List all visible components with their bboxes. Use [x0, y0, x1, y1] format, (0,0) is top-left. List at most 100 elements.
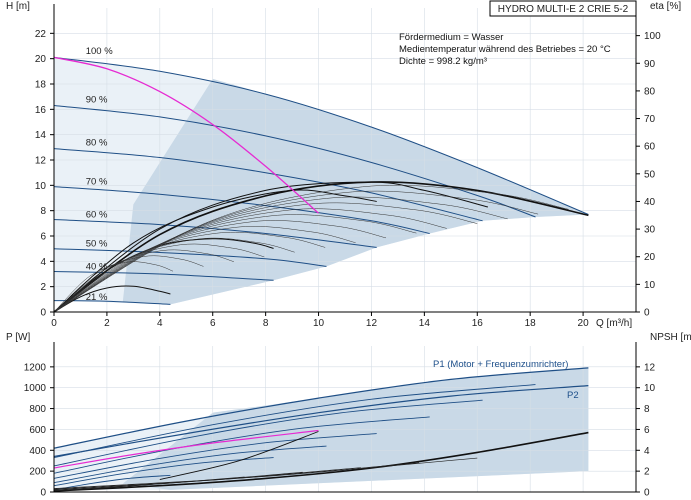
eta-fan-curve	[53, 214, 417, 313]
h-tick-label: 10	[35, 181, 47, 192]
speed-label-7: 21 %	[86, 292, 108, 303]
q-tick-label: 16	[472, 318, 484, 329]
bottom-axes: 0 200 400 600 800 1000 1200 0 2 4 6 8 10 12	[24, 342, 656, 499]
eta-tick-label: 50	[644, 169, 656, 180]
max-power-curve	[53, 56, 319, 214]
speed-curve-3	[53, 186, 430, 234]
npsh-fan-curve	[53, 457, 478, 489]
eta-axis-label: eta [%]	[650, 1, 681, 12]
p-tick-label: 400	[29, 446, 46, 457]
eta-tick-label: 80	[644, 86, 656, 97]
eta-curve-3	[53, 181, 489, 313]
p-tick-label: 600	[29, 425, 46, 436]
eta-fan-curve	[53, 243, 265, 313]
power-curve-4	[53, 445, 327, 484]
h-axis-label: H [m]	[6, 1, 30, 12]
speed-label-0: 100 %	[86, 46, 113, 57]
npsh-tick-label: 6	[644, 425, 650, 436]
p-tick-label: 200	[29, 467, 46, 478]
info-medium: Fördermedium = Wasser	[399, 32, 503, 43]
top-axes: 0246810121416182022010203040506070809010…	[35, 4, 661, 329]
eta-tick-label: 70	[644, 114, 656, 125]
p-tick-label: 1000	[24, 383, 47, 394]
eta-fan-curve	[53, 231, 326, 313]
speed-curve-7	[53, 300, 171, 305]
eta-fan-curve	[53, 184, 569, 313]
h-tick-label: 8	[40, 206, 46, 217]
eta-curve-1	[53, 238, 274, 313]
info-temperature: Medientemperatur während des Betriebes =…	[399, 44, 611, 55]
power-curve-5	[53, 457, 274, 487]
speed-curve-0	[53, 56, 589, 215]
speed-curve-1	[53, 105, 536, 218]
q-axis-label-top: Q [m³/h]	[596, 318, 632, 329]
eta-fan-curve	[53, 226, 356, 313]
eta-tick-label: 40	[644, 197, 656, 208]
npsh-tick-label: 10	[644, 383, 656, 394]
npsh-tick-label: 4	[644, 446, 650, 457]
npsh-axis-label: NPSH [m]	[650, 332, 691, 343]
speed-label-2: 80 %	[86, 137, 108, 148]
speed-label-6: 40 %	[86, 261, 108, 272]
q-tick-label: 2	[104, 318, 110, 329]
power-curve-0	[53, 384, 536, 459]
model-title: HYDRO MULTI-E 2 CRIE 5-2	[498, 4, 629, 15]
eta-fan-curve	[53, 190, 539, 313]
eta-fan-curve	[53, 220, 387, 313]
bottom-curves	[53, 367, 589, 492]
q-tick-label: 18	[525, 318, 537, 329]
eta-fan-curve	[53, 237, 295, 313]
power-series-0	[53, 367, 589, 449]
h-tick-label: 16	[35, 105, 47, 116]
power-area-dark	[122, 367, 589, 490]
npsh-tick-label: 12	[644, 362, 656, 373]
eta-curve-2	[53, 189, 377, 313]
eta-curve-4	[53, 181, 589, 313]
speed-label-1: 90 %	[86, 94, 108, 105]
speed-curve-2	[53, 148, 483, 222]
eta-tick-label: 90	[644, 59, 656, 70]
q-tick-label: 14	[419, 318, 431, 329]
top-curves: 100 % 90 % 80 % 70 % 60 % 50 % 40 % 21 %	[53, 46, 589, 313]
h-tick-label: 18	[35, 80, 47, 91]
power-curve-2	[53, 416, 430, 474]
npsh-tick-label: 2	[644, 467, 650, 478]
eta-fan-curve	[53, 261, 174, 313]
p1-label: P1 (Motor + Frequenzumrichter)	[433, 359, 568, 370]
model-box	[489, 0, 637, 17]
speed-curve-5	[53, 248, 327, 267]
eta-tick-label: 10	[644, 280, 656, 291]
eta-tick-label: 100	[644, 31, 661, 42]
eta-curve-0	[53, 285, 171, 313]
eta-tick-label: 20	[644, 252, 656, 263]
eta-fan-curve	[53, 255, 204, 313]
q-tick-label: 0	[51, 318, 57, 329]
speed-label-5: 50 %	[86, 239, 108, 250]
eta-fan-curve	[53, 249, 234, 313]
h-tick-label: 14	[35, 130, 47, 141]
h-tick-label: 20	[35, 54, 47, 65]
bottom-grid	[53, 346, 636, 493]
p-tick-label: 800	[29, 404, 46, 415]
eta-tick-label: 30	[644, 225, 656, 236]
p-axis-label: P [W]	[6, 332, 30, 343]
q-tick-label: 10	[313, 318, 325, 329]
h-tick-label: 6	[40, 232, 46, 243]
h-tick-label: 4	[40, 257, 46, 268]
npsh-curve	[53, 431, 589, 492]
q-tick-label: 8	[263, 318, 269, 329]
npsh-tick-label: 8	[644, 404, 650, 415]
h-tick-label: 0	[40, 308, 46, 319]
h-tick-label: 2	[40, 282, 46, 293]
eta-tick-label: 0	[644, 308, 650, 319]
npsh-tick-label: 0	[644, 488, 650, 499]
q-tick-label: 6	[210, 318, 216, 329]
eta-fan-curve	[53, 202, 478, 313]
p-tick-label: 0	[40, 488, 46, 499]
q-tick-label: 12	[366, 318, 378, 329]
eta-tick-label: 60	[644, 142, 656, 153]
eta-fan-curve	[53, 208, 447, 313]
p2-label: P2	[567, 390, 579, 401]
speed-label-3: 70 %	[86, 177, 108, 188]
